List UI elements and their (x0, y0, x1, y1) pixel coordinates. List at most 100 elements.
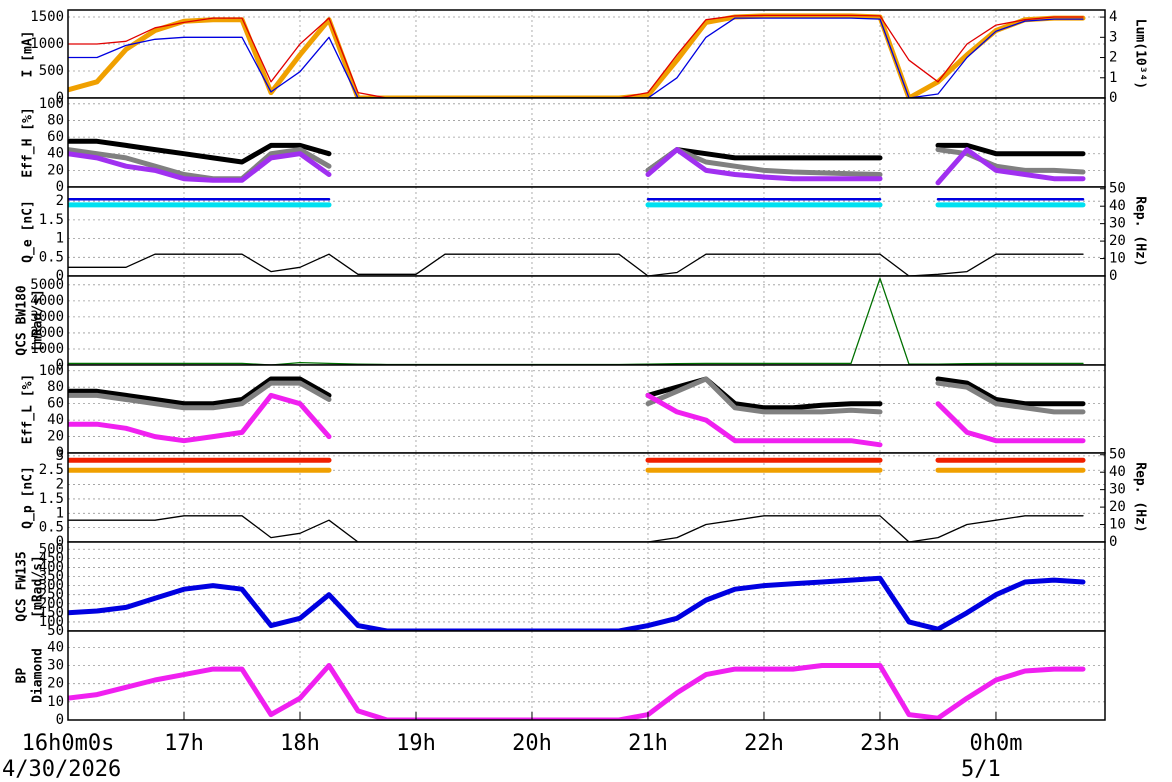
y-tick-label: 60 (47, 129, 64, 145)
plot-area (68, 376, 1086, 448)
y2-tick-label: 2 (1109, 50, 1117, 66)
y-axis-label: Q_e [nC] (21, 200, 36, 263)
y2-axis-label: Lum(10³⁴) (1133, 19, 1148, 89)
series-line (68, 151, 332, 183)
y2-tick-label: 30 (1109, 482, 1126, 498)
y2-tick-label: 0 (1109, 534, 1117, 550)
y-tick-label: 300 (39, 578, 64, 594)
y-axis-label: BP (15, 668, 30, 684)
y-tick-label: 80 (47, 112, 64, 128)
x-tick-label: 17h (164, 731, 204, 756)
y2-tick-label: 10 (1109, 251, 1126, 267)
series-line (645, 376, 883, 415)
y2-tick-label: 20 (1109, 499, 1126, 515)
y-tick-label: 1000 (30, 341, 64, 357)
y-tick-label: 50 (47, 623, 64, 639)
series-line (645, 392, 883, 448)
y-tick-label: 1000 (30, 36, 64, 52)
y-axis-label: I [mA] (21, 31, 36, 78)
x-tick-label: 18h (280, 731, 320, 756)
y-tick-label: 60 (47, 396, 64, 412)
y-axis-label: QCS FW135 (15, 551, 30, 621)
y-tick-label: 4000 (30, 293, 64, 309)
x-tick-label: 21h (628, 731, 668, 756)
y-tick-label: 0 (56, 534, 64, 550)
series-line (645, 376, 883, 411)
panel (68, 542, 1105, 631)
y-tick-label: 500 (39, 63, 64, 79)
y-tick-label: 10 (47, 694, 64, 710)
y-tick-label: 3 (56, 448, 64, 464)
plot-area (68, 138, 1086, 186)
series-line (935, 376, 1086, 407)
series-line (68, 14, 1084, 98)
y-axis-label: [mRad/s] (31, 289, 46, 352)
panel (68, 10, 1105, 98)
y2-tick-label: 0 (1109, 268, 1117, 284)
y-tick-label: 1500 (30, 9, 64, 25)
y2-tick-label: 20 (1109, 233, 1126, 249)
plot-area (68, 457, 1086, 542)
y-tick-label: 20 (47, 429, 64, 445)
y-axis-label: Q_p [nC] (21, 466, 36, 529)
y2-tick-label: 40 (1109, 464, 1126, 480)
series-line (68, 575, 1086, 631)
panel (68, 187, 1105, 276)
y2-tick-label: 50 (1109, 447, 1126, 463)
y-tick-label: 80 (47, 379, 64, 395)
y2-tick-label: 30 (1109, 216, 1126, 232)
x-tick-label: 19h (396, 731, 436, 756)
y2-tick-label: 1 (1109, 70, 1117, 86)
y-tick-label: 150 (39, 605, 64, 621)
y2-axis-label: Rep. (Hz) (1133, 196, 1148, 266)
panel (68, 631, 1105, 720)
y2-tick-label: 40 (1109, 198, 1126, 214)
y-tick-label: 1 (56, 505, 64, 521)
series-line (68, 663, 1086, 720)
x-tick-label: 20h (512, 731, 552, 756)
y-tick-label: 0.5 (39, 249, 64, 265)
y-tick-label: 1.5 (39, 212, 64, 228)
y-tick-label: 250 (39, 587, 64, 603)
y-axis-label: QCS BW180 (15, 285, 30, 356)
y-tick-label: 0.5 (39, 520, 64, 536)
y-tick-label: 400 (39, 559, 64, 575)
series-line (645, 147, 883, 182)
series-line (68, 138, 332, 165)
y-tick-label: 450 (39, 550, 64, 566)
y-tick-label: 30 (47, 658, 64, 674)
y-tick-label: 100 (39, 96, 64, 112)
y-tick-label: 40 (47, 639, 64, 655)
x-tick-label: 22h (744, 731, 784, 756)
panel (68, 365, 1105, 453)
y2-tick-label: 50 (1109, 181, 1126, 197)
y2-axis-label: Rep. (Hz) (1133, 462, 1148, 532)
y-tick-label: 0 (56, 357, 64, 373)
y-axis-label: [mRad/s] (31, 555, 46, 618)
y-tick-label: 2 (56, 477, 64, 493)
y-tick-label: 40 (47, 146, 64, 162)
y-tick-label: 1 (56, 231, 64, 247)
y-tick-label: 40 (47, 412, 64, 428)
y-tick-label: 0 (56, 90, 64, 106)
y-tick-label: 0 (56, 445, 64, 461)
x-tick-label: 23h (860, 731, 900, 756)
series-line (935, 401, 1086, 444)
y-tick-label: 0 (56, 712, 64, 728)
series-line (645, 147, 883, 173)
y-tick-label: 20 (47, 676, 64, 692)
panel-frame (67, 630, 1106, 721)
panel (68, 276, 1105, 365)
series-line (68, 392, 332, 444)
y2-tick-label: 0 (1109, 90, 1117, 106)
y-axis-label: Diamond (31, 648, 46, 703)
y-tick-label: 20 (47, 162, 64, 178)
series-line (935, 380, 1086, 415)
y2-tick-label: 4 (1109, 9, 1117, 25)
y-tick-label: 500 (39, 541, 64, 557)
series-line (68, 13, 1086, 98)
y-tick-label: 0 (56, 268, 64, 284)
x-tick-label: 16h0m0s (22, 731, 115, 756)
